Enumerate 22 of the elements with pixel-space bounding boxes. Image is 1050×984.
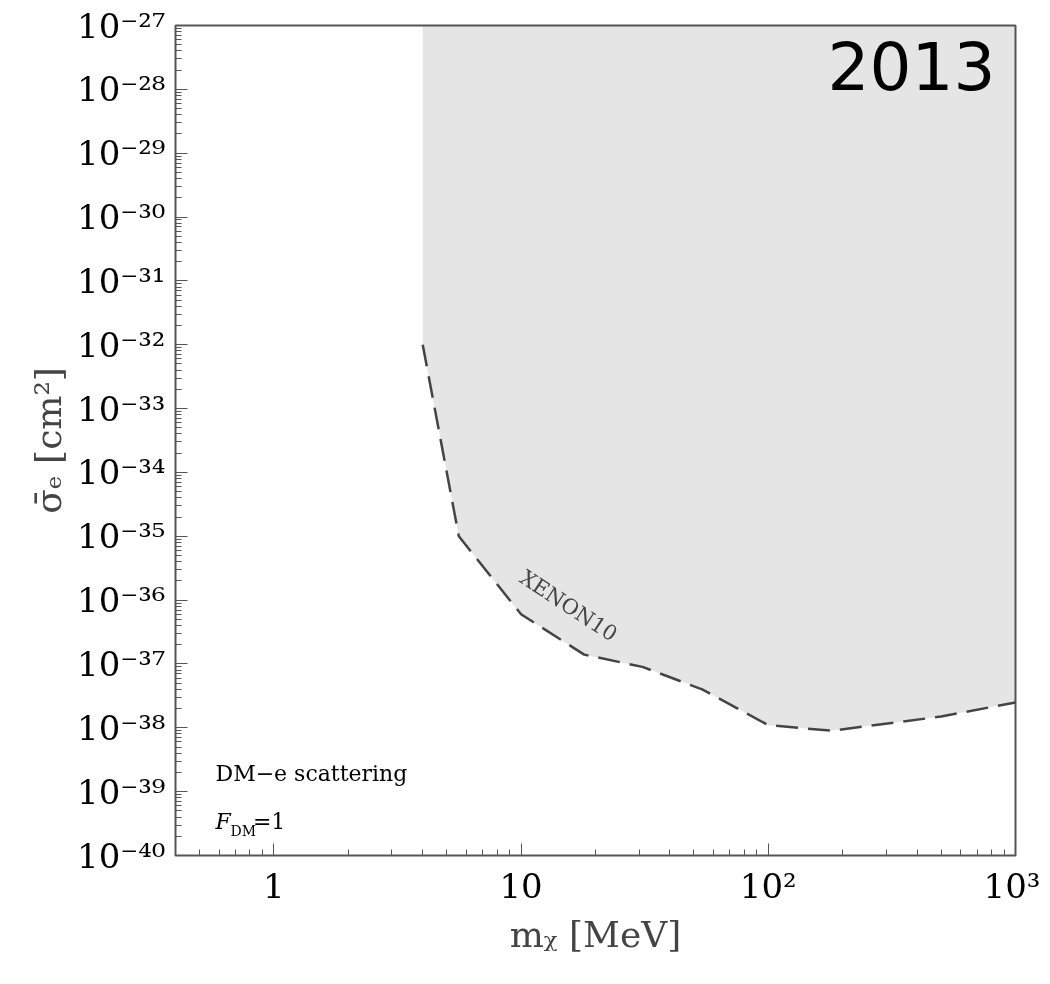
y-tick-label: 10⁻²⁹ — [77, 133, 166, 174]
x-tick-label: 1 — [263, 865, 285, 906]
y-axis-title: σ̄ₑ [cm²] — [28, 367, 70, 514]
y-tick-label: 10⁻³⁰ — [77, 197, 166, 238]
y-tick-label: 10⁻³⁸ — [77, 707, 166, 748]
y-tick-label: 10⁻³⁷ — [77, 643, 166, 684]
y-tick-label: 10⁻³² — [77, 324, 166, 365]
y-tick-label: 10⁻³¹ — [77, 260, 166, 301]
y-tick-label: 10⁻²⁸ — [77, 69, 166, 110]
y-tick-label: 10⁻³⁹ — [77, 771, 166, 812]
x-tick-label: 10 — [499, 865, 543, 906]
y-tick-label: 10⁻²⁷ — [77, 5, 166, 46]
y-tick-label: 10⁻⁴⁰ — [77, 835, 166, 876]
y-tick-label: 10⁻³³ — [77, 388, 166, 429]
annotation: DM−e scattering — [215, 760, 408, 786]
y-tick-label: 10⁻³⁴ — [77, 452, 166, 493]
x-axis-title: mᵪ [MeV] — [509, 913, 682, 955]
x-tick-label: 10³ — [983, 865, 1041, 906]
y-tick-label: 10⁻³⁵ — [77, 516, 166, 557]
y-tick-label: 10⁻³⁶ — [77, 580, 166, 621]
annotation: 2013 — [827, 28, 996, 106]
x-tick-label: 10² — [739, 865, 797, 906]
